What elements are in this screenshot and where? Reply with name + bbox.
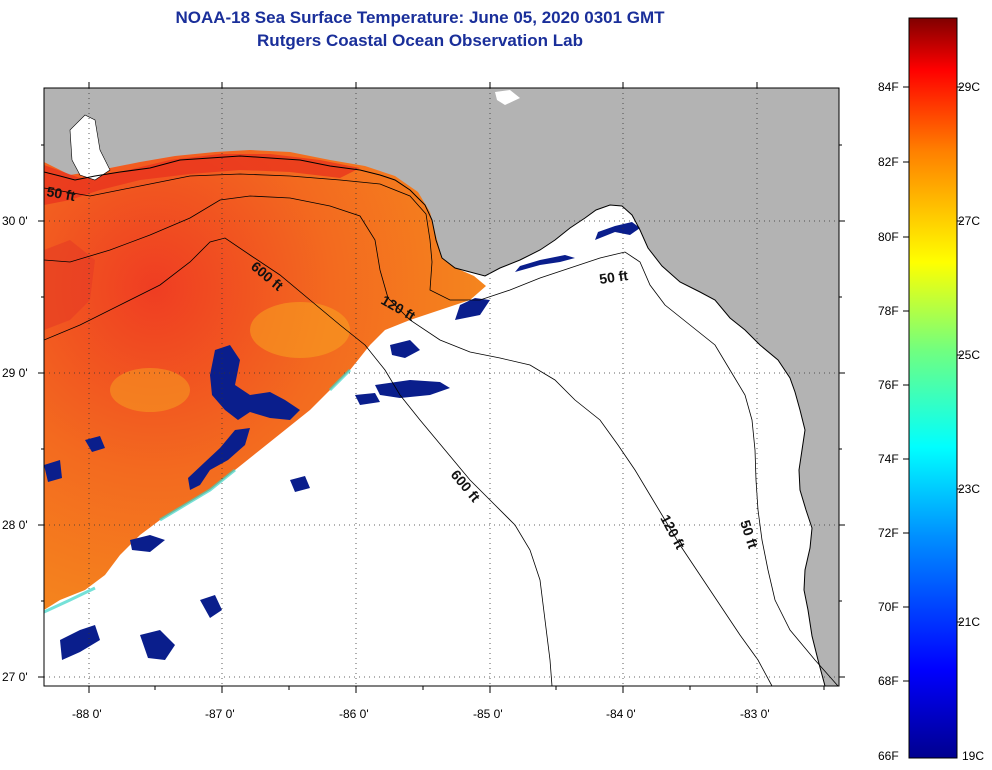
colorbar-ticks: [903, 86, 963, 682]
contour-label-50ft-west: 50 ft: [45, 183, 76, 204]
colorbar-f-66: 66F: [878, 749, 899, 763]
lon-label-88: -88 0': [72, 707, 102, 721]
warm-patch-1: [250, 302, 350, 358]
colorbar-f-68: 68F: [878, 674, 899, 688]
contour-50ft: [44, 173, 839, 686]
colorbar-f-74: 74F: [878, 452, 899, 466]
inland-lake: [495, 90, 520, 105]
west-red-patch: [44, 240, 95, 330]
lon-label-83: -83 0': [740, 707, 770, 721]
colorbar-c-23: 23C: [958, 482, 980, 496]
colorbar-c-19: 19C: [962, 749, 984, 763]
plot-frame: [43, 87, 840, 687]
colorbar-c-27: 27C: [958, 214, 980, 228]
cold-water-patches: [44, 222, 640, 660]
colorbar-c-21: 21C: [958, 615, 980, 629]
depth-contours: [44, 173, 839, 686]
colorbar-f-72: 72F: [878, 526, 899, 540]
lon-label-86: -86 0': [339, 707, 369, 721]
colorbar-f-80: 80F: [878, 230, 899, 244]
map-title: NOAA-18 Sea Surface Temperature: June 05…: [175, 8, 665, 27]
colorbar-f-70: 70F: [878, 600, 899, 614]
lat-label-28: 28 0': [2, 518, 28, 532]
colorbar-f-78: 78F: [878, 304, 899, 318]
warm-water-region: [44, 150, 486, 610]
contour-600ft: [44, 237, 553, 686]
contour-label-50ft-east: 50 ft: [598, 267, 629, 287]
colorbar-c-25: 25C: [958, 348, 980, 362]
coastal-warm-band: [44, 154, 360, 205]
land-mass: [44, 88, 839, 686]
transition-edges: [44, 368, 352, 614]
lat-label-27: 27 0': [2, 670, 28, 684]
coastline: [44, 155, 826, 686]
colorbar-f-82: 82F: [878, 155, 899, 169]
lon-label-85: -85 0': [473, 707, 503, 721]
lat-label-29: 29 0': [2, 366, 28, 380]
colorbar-f-76: 76F: [878, 378, 899, 392]
colorbar: [908, 17, 958, 759]
warm-patch-2: [110, 368, 190, 412]
lon-label-84: -84 0': [606, 707, 636, 721]
lat-label-30: 30 0': [2, 214, 28, 228]
lon-label-87: -87 0': [205, 707, 235, 721]
mobile-bay-area: [69, 114, 111, 181]
contour-120ft: [44, 195, 773, 686]
map-subtitle: Rutgers Coastal Ocean Observation Lab: [257, 31, 583, 50]
axis-ticks: [38, 82, 845, 693]
colorbar-c-29: 29C: [958, 80, 980, 94]
colorbar-f-84: 84F: [878, 80, 899, 94]
